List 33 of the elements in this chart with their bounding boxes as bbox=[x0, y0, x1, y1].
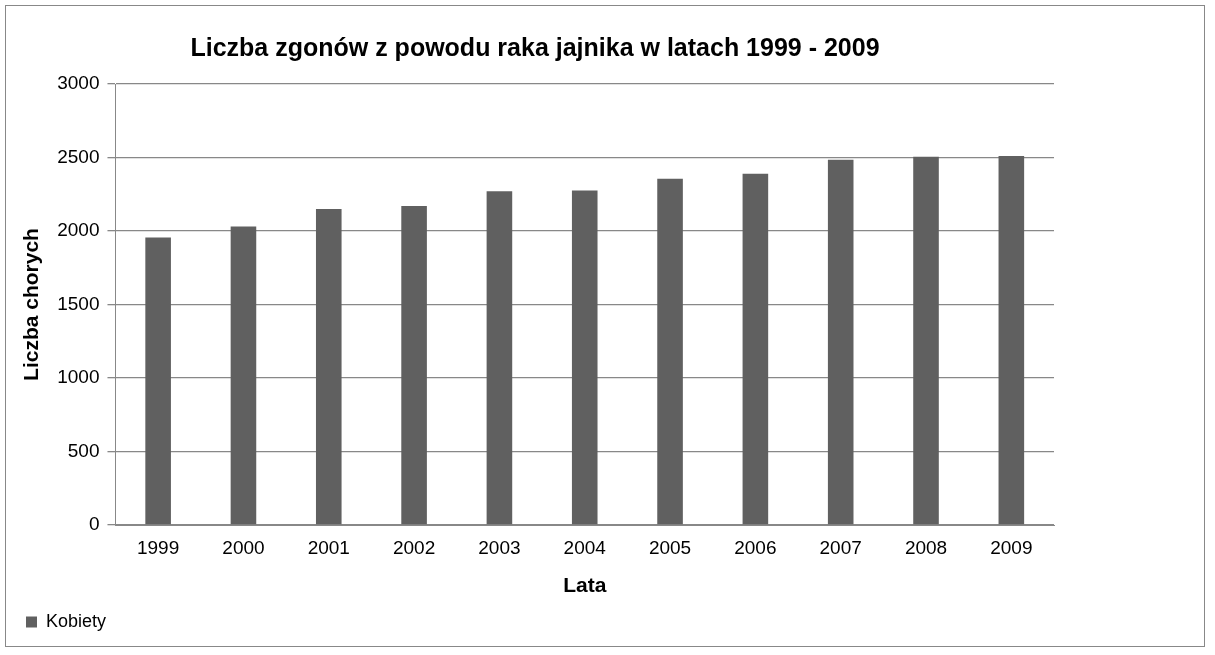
bar bbox=[998, 156, 1025, 525]
x-tick-label: 2000 bbox=[222, 536, 265, 558]
x-tick-label: 2004 bbox=[563, 536, 607, 558]
bar bbox=[827, 159, 854, 525]
y-tick-label: 1000 bbox=[57, 366, 100, 388]
bar bbox=[401, 206, 427, 525]
bar bbox=[657, 178, 683, 525]
x-tick-label: 2009 bbox=[990, 536, 1033, 558]
x-tick-label: 2008 bbox=[904, 536, 948, 558]
x-tick-label: 2006 bbox=[734, 536, 777, 558]
bar bbox=[571, 190, 598, 525]
legend-label: Kobiety bbox=[46, 610, 107, 631]
x-tick-label: 1999 bbox=[136, 536, 180, 558]
bar bbox=[486, 191, 513, 525]
y-tick-label: 2500 bbox=[57, 145, 100, 167]
y-tick-label: 0 bbox=[88, 513, 100, 535]
x-tick-label: 2007 bbox=[819, 536, 862, 558]
x-tick-label: 2001 bbox=[307, 536, 350, 558]
x-tick-label: 2005 bbox=[648, 536, 692, 558]
y-tick-label: 1500 bbox=[57, 292, 100, 314]
bar bbox=[913, 156, 939, 525]
bar bbox=[742, 173, 769, 525]
bar bbox=[230, 226, 257, 525]
x-axis-title: Lata bbox=[563, 573, 607, 597]
bar bbox=[145, 237, 171, 525]
x-tick-label: 2003 bbox=[478, 536, 521, 558]
y-tick-label: 3000 bbox=[57, 72, 100, 94]
x-tick-label: 2002 bbox=[392, 536, 436, 558]
y-tick-label: 2000 bbox=[57, 219, 100, 241]
y-tick-label: 500 bbox=[67, 439, 100, 461]
chart-title: Liczba zgonów z powodu raka jajnika w latach 1999 - 2009 bbox=[190, 32, 880, 61]
y-axis-title: Liczba chorych bbox=[19, 228, 43, 381]
bar bbox=[315, 208, 342, 525]
